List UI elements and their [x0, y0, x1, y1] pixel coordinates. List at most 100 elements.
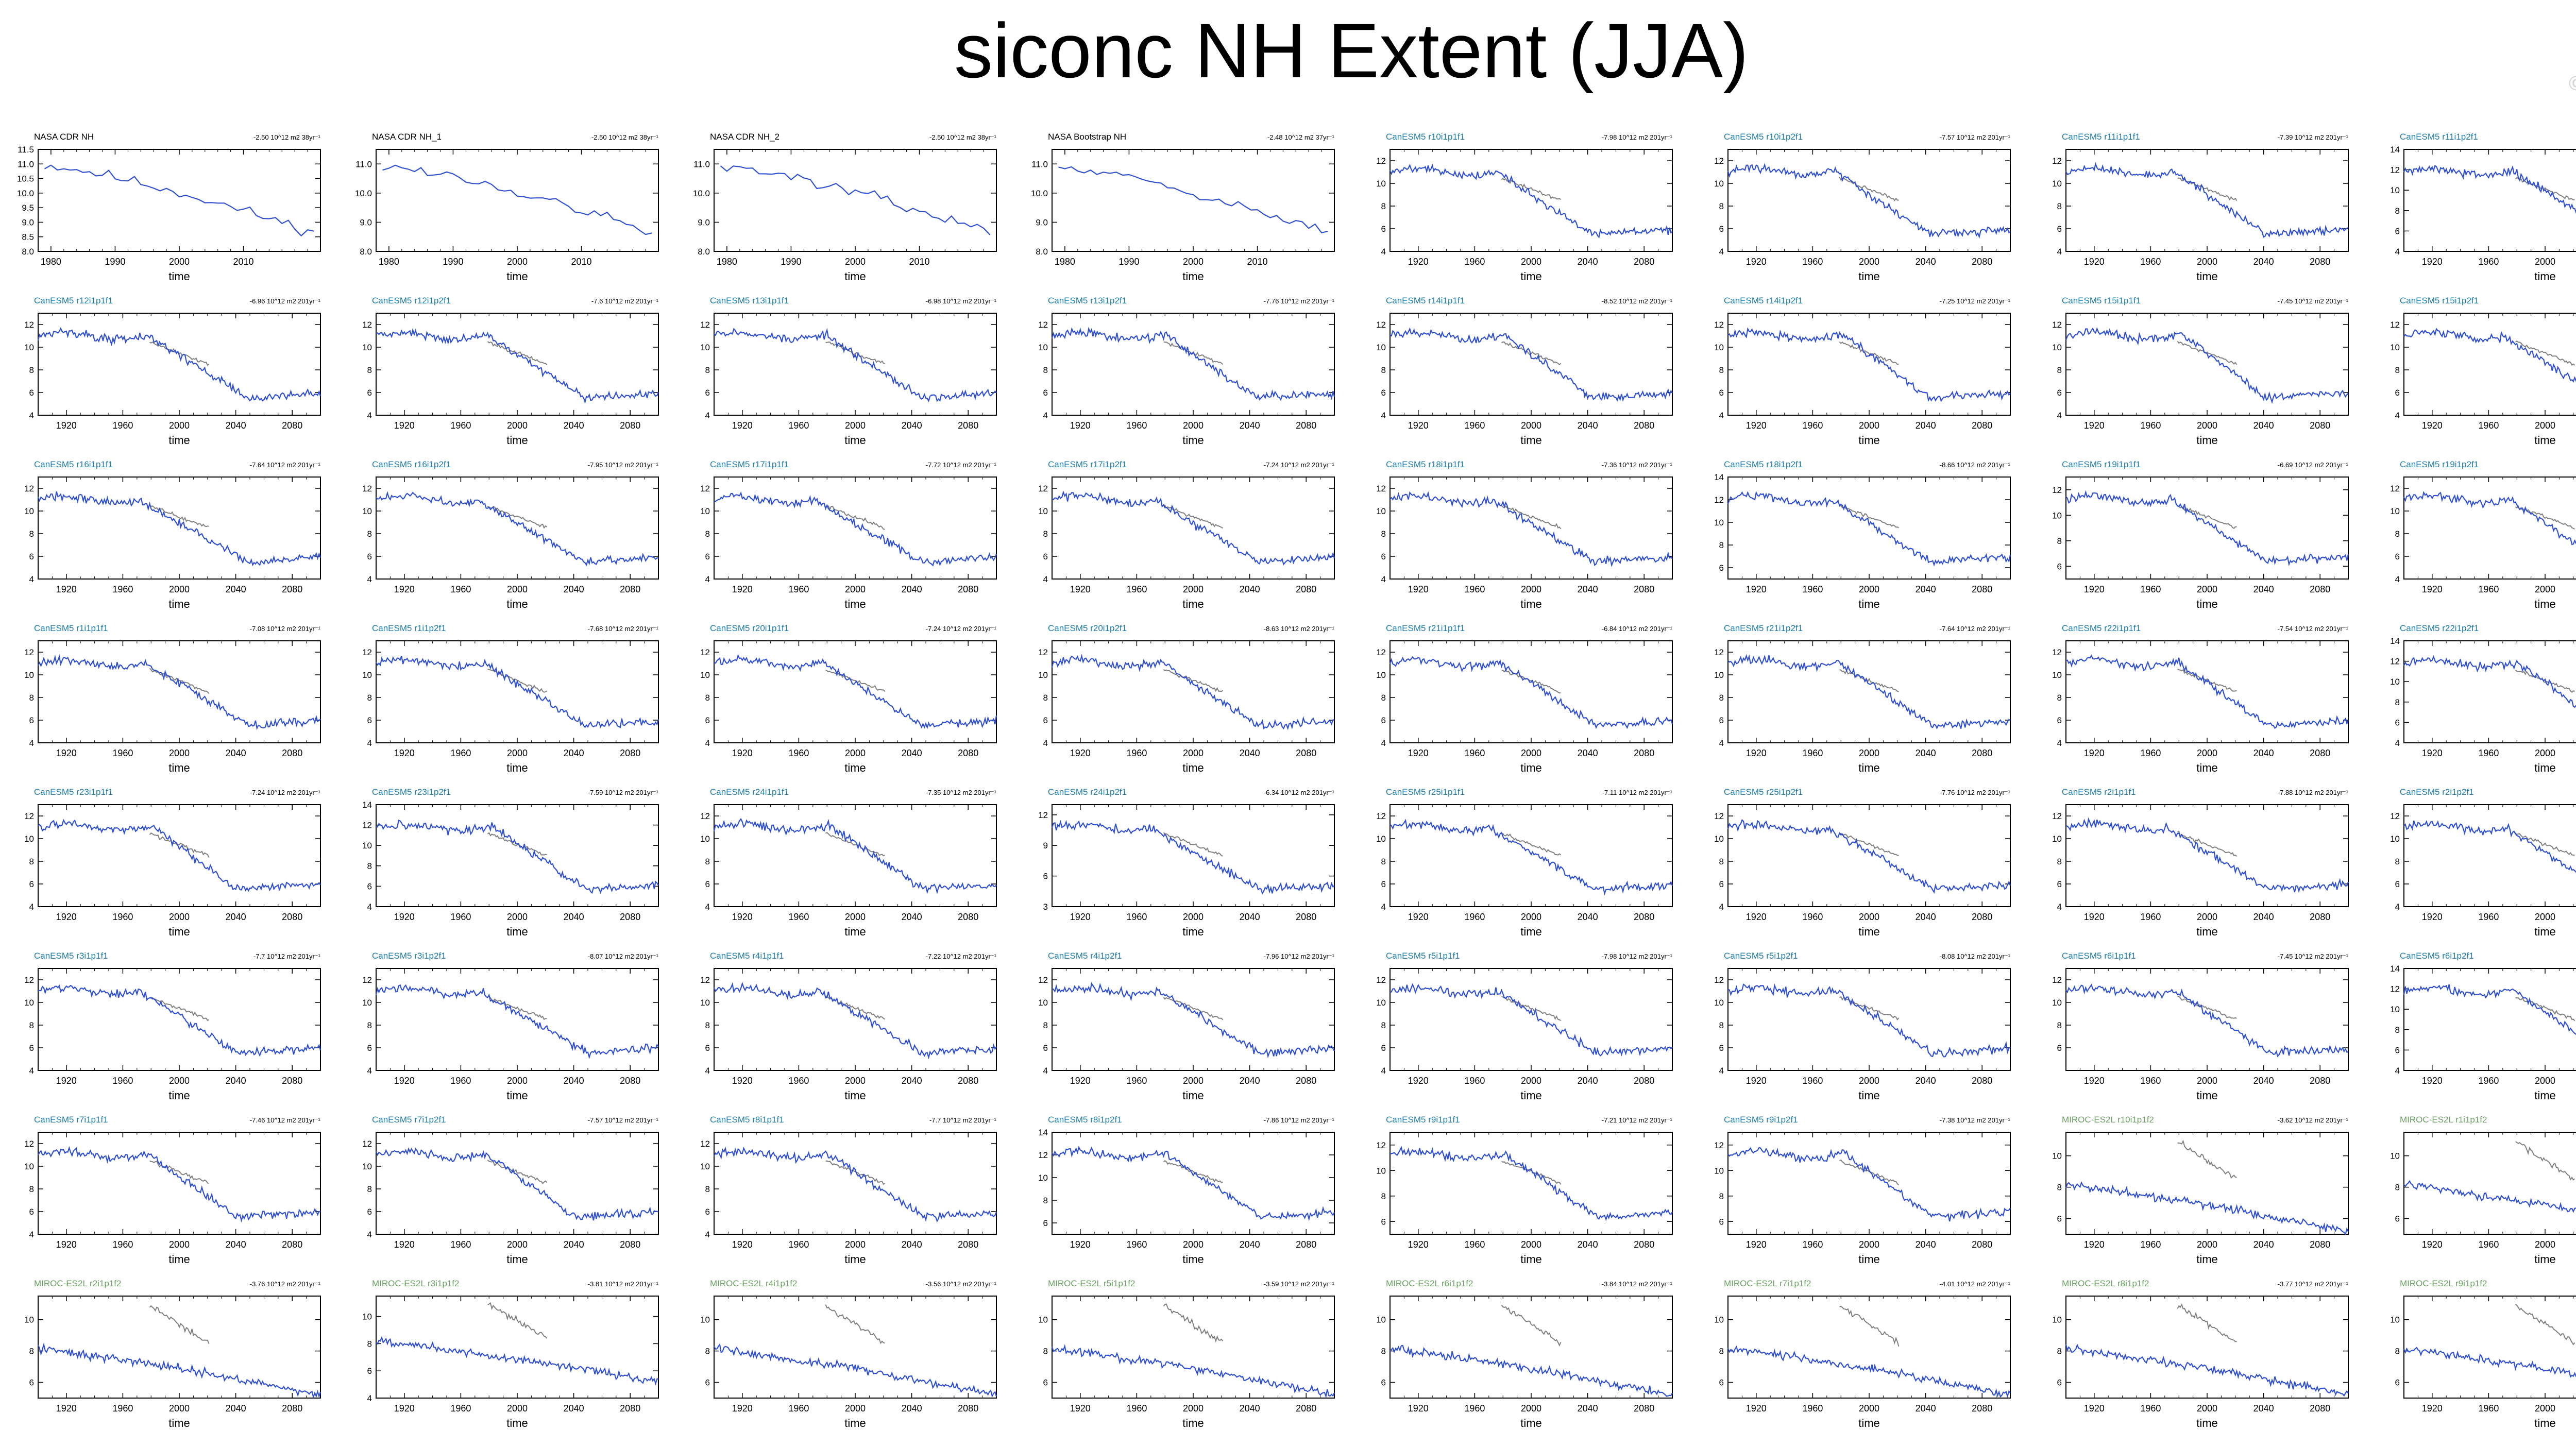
y-tick-label: 8 — [1381, 201, 1386, 211]
plot-frame — [1727, 476, 2011, 580]
x-tick-label: 2000 — [2535, 584, 2555, 594]
x-tick-label: 1960 — [2140, 1403, 2161, 1414]
x-axis-label: time — [844, 761, 866, 774]
x-tick-label: 2040 — [226, 584, 246, 594]
x-tick-label: 2000 — [2197, 912, 2217, 922]
panel-trend: -2.48 10^12 m2 37yr⁻¹ — [1267, 133, 1335, 141]
x-tick-label: 2000 — [1521, 1239, 1541, 1250]
panel-trend: -8.52 10^12 m2 201yr⁻¹ — [1602, 297, 1673, 305]
x-tick-label: 2080 — [620, 584, 640, 594]
x-tick-label: 2010 — [909, 257, 930, 267]
y-tick-label: 10 — [24, 998, 34, 1008]
y-tick-label: 12 — [362, 975, 372, 985]
x-tick-label: 2040 — [1916, 1403, 1936, 1414]
x-axis-label: time — [506, 761, 528, 774]
x-tick-label: 2040 — [564, 584, 584, 594]
x-axis-label: time — [2534, 598, 2556, 610]
x-axis-label: time — [1858, 1089, 1880, 1102]
x-tick-label: 2040 — [1578, 912, 1598, 922]
x-tick-label: 2040 — [1578, 1239, 1598, 1250]
y-tick-label: 6 — [1381, 879, 1386, 889]
x-tick-label: 2080 — [1972, 1403, 1992, 1414]
y-tick-label: 6 — [2057, 716, 2062, 725]
y-tick-label: 6 — [705, 716, 710, 725]
x-tick-label: 2040 — [1240, 1403, 1260, 1414]
y-tick-label: 8 — [29, 857, 34, 866]
panel-23: CanESM5 r19i1p1f1 -6.69 10^12 m2 201yr⁻¹ 1… — [2052, 459, 2349, 610]
y-tick-label: 10 — [1376, 998, 1386, 1008]
series-line — [714, 491, 997, 567]
y-tick-label: 14 — [2390, 636, 2400, 646]
y-tick-label: 10 — [362, 506, 372, 516]
plot-frame — [2065, 640, 2349, 743]
y-tick-label: 6 — [367, 881, 372, 891]
plot-frame — [38, 968, 321, 1071]
series-line — [376, 1336, 658, 1386]
x-tick-label: 1920 — [732, 912, 753, 922]
y-tick-label: 10 — [2390, 506, 2400, 516]
x-tick-label: 2040 — [1240, 584, 1260, 594]
x-tick-label: 1960 — [1126, 584, 1147, 594]
x-tick-label: 2040 — [1916, 257, 1936, 267]
panel-label: CanESM5 r10i1p2f1 — [1724, 132, 1803, 142]
y-tick-label: 10 — [2052, 998, 2062, 1008]
plot-frame — [714, 804, 997, 907]
plot-frame — [1727, 149, 2011, 252]
x-tick-label: 2080 — [958, 1403, 978, 1414]
panel-trend: -3.81 10^12 m2 201yr⁻¹ — [588, 1280, 659, 1288]
x-tick-label: 2000 — [1183, 1076, 1204, 1086]
x-tick-label: 1920 — [1070, 912, 1091, 922]
y-tick-label: 12 — [700, 975, 710, 985]
x-tick-label: 2040 — [2253, 1076, 2274, 1086]
y-tick-label: 8 — [1043, 693, 1048, 703]
y-tick-label: 10 — [1038, 670, 1048, 680]
y-tick-label: 12 — [2390, 657, 2400, 667]
y-tick-label: 10 — [1714, 670, 1724, 680]
plot-frame — [2065, 804, 2349, 907]
series-line — [37, 491, 321, 567]
y-tick-label: 12 — [1376, 320, 1386, 330]
y-tick-label: 12 — [2052, 320, 2062, 330]
series-line — [713, 818, 997, 895]
x-tick-label: 1920 — [2422, 584, 2443, 594]
y-tick-label: 8 — [1381, 1191, 1386, 1201]
y-tick-label: 4 — [367, 1066, 372, 1076]
x-tick-label: 2000 — [1183, 420, 1204, 431]
plot-frame — [38, 476, 321, 580]
series-line — [1727, 1345, 2011, 1399]
obs-overlay-line — [1163, 669, 1224, 692]
obs-overlay-line — [1501, 505, 1562, 530]
x-tick-label: 1920 — [394, 1403, 415, 1414]
y-tick-label: 6 — [1381, 224, 1386, 234]
panel-16: CanESM5 r15i1p2f1-7.36 10^12 m2 201yr⁻¹1… — [2390, 296, 2576, 447]
plot-frame — [714, 149, 997, 252]
x-axis-label: time — [1858, 270, 1880, 283]
x-tick-label: 1920 — [56, 748, 77, 758]
y-tick-label: 10 — [1376, 834, 1386, 844]
panel-43: CanESM5 r4i1p1f1 -7.22 10^12 m2 201yr⁻¹ 19… — [700, 951, 997, 1102]
panel-label: CanESM5 r14i1p2f1 — [1724, 296, 1803, 305]
x-axis-label: time — [2196, 434, 2218, 447]
y-tick-label: 6 — [2057, 388, 2062, 398]
x-axis-label: time — [1520, 270, 1542, 283]
y-tick-label: 6 — [1381, 1217, 1386, 1227]
x-tick-label: 1960 — [788, 1403, 809, 1414]
y-tick-label: 6 — [1043, 1043, 1048, 1053]
panel-trend: -7.98 10^12 m2 201yr⁻¹ — [1602, 133, 1673, 141]
panel-32: CanESM5 r22i1p2f1-8.1 10^12 m2 201yr⁻¹19… — [2390, 623, 2576, 774]
x-tick-label: 2000 — [1183, 1239, 1204, 1250]
series-line — [38, 819, 321, 892]
y-tick-label: 10 — [24, 1315, 34, 1325]
y-tick-label: 6 — [2395, 879, 2400, 889]
panel-trend: -7.98 10^12 m2 201yr⁻¹ — [1602, 952, 1673, 960]
x-axis-label: time — [844, 925, 866, 938]
y-tick-label: 10 — [24, 506, 34, 516]
panel-trend: -7.39 10^12 m2 201yr⁻¹ — [2278, 133, 2349, 141]
y-tick-label: 8 — [2057, 1183, 2062, 1193]
y-tick-label: 10 — [2390, 834, 2400, 844]
x-tick-label: 1920 — [56, 420, 77, 431]
obs-overlay-line — [2177, 830, 2238, 857]
y-tick-label: 6 — [1719, 1217, 1724, 1227]
obs-overlay-line — [487, 505, 548, 529]
y-tick-label: 4 — [367, 1230, 372, 1239]
